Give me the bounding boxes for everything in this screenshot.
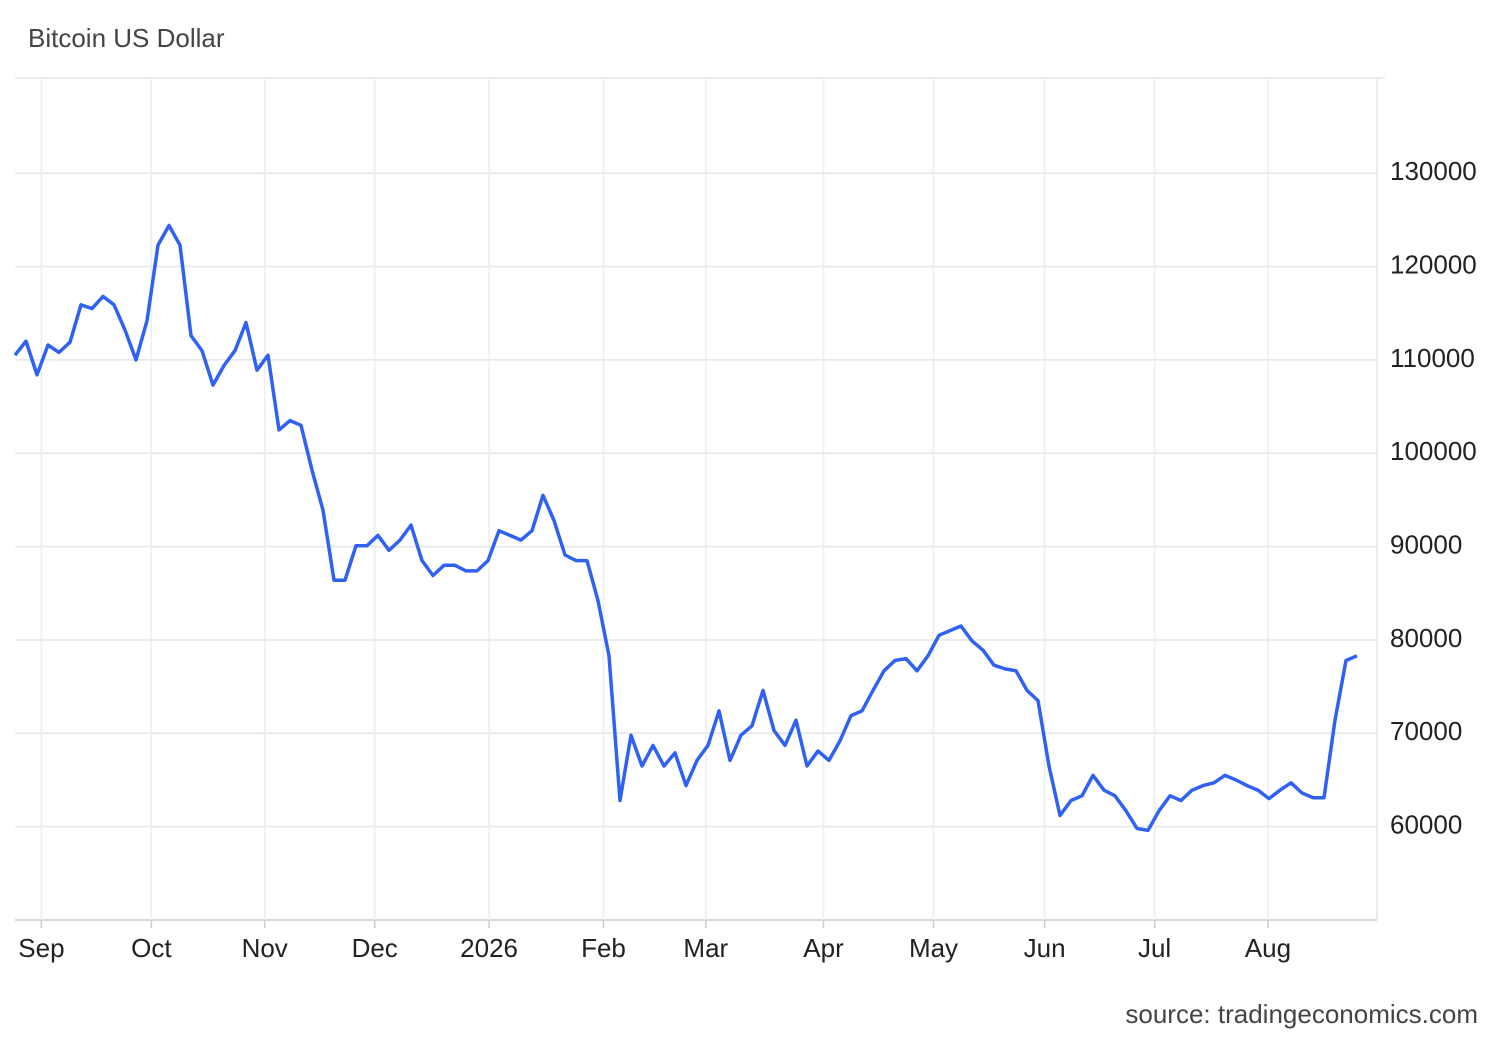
x-tick-label: 2026 [460, 933, 518, 963]
x-tick-label: Dec [352, 933, 398, 963]
y-tick-label: 130000 [1390, 156, 1477, 186]
x-tick-label: Nov [242, 933, 288, 963]
chart-title: Bitcoin US Dollar [28, 23, 225, 53]
y-tick-label: 120000 [1390, 249, 1477, 279]
source-note: source: tradingeconomics.com [1125, 999, 1478, 1029]
x-tick-label: Jul [1138, 933, 1171, 963]
y-tick-label: 110000 [1390, 343, 1475, 373]
y-tick-label: 100000 [1390, 436, 1477, 466]
y-tick-label: 70000 [1390, 716, 1462, 746]
x-tick-label: Oct [131, 933, 172, 963]
x-tick-label: Mar [683, 933, 728, 963]
x-tick-label: Jun [1024, 933, 1066, 963]
y-tick-label: 90000 [1390, 529, 1462, 559]
x-tick-label: Aug [1245, 933, 1291, 963]
x-tick-label: Apr [803, 933, 844, 963]
y-tick-label: 80000 [1390, 623, 1462, 653]
x-tick-label: Sep [18, 933, 64, 963]
x-tick-label: Feb [581, 933, 626, 963]
y-tick-label: 60000 [1390, 810, 1462, 840]
x-tick-label: May [909, 933, 958, 963]
price-line [13, 223, 1358, 833]
